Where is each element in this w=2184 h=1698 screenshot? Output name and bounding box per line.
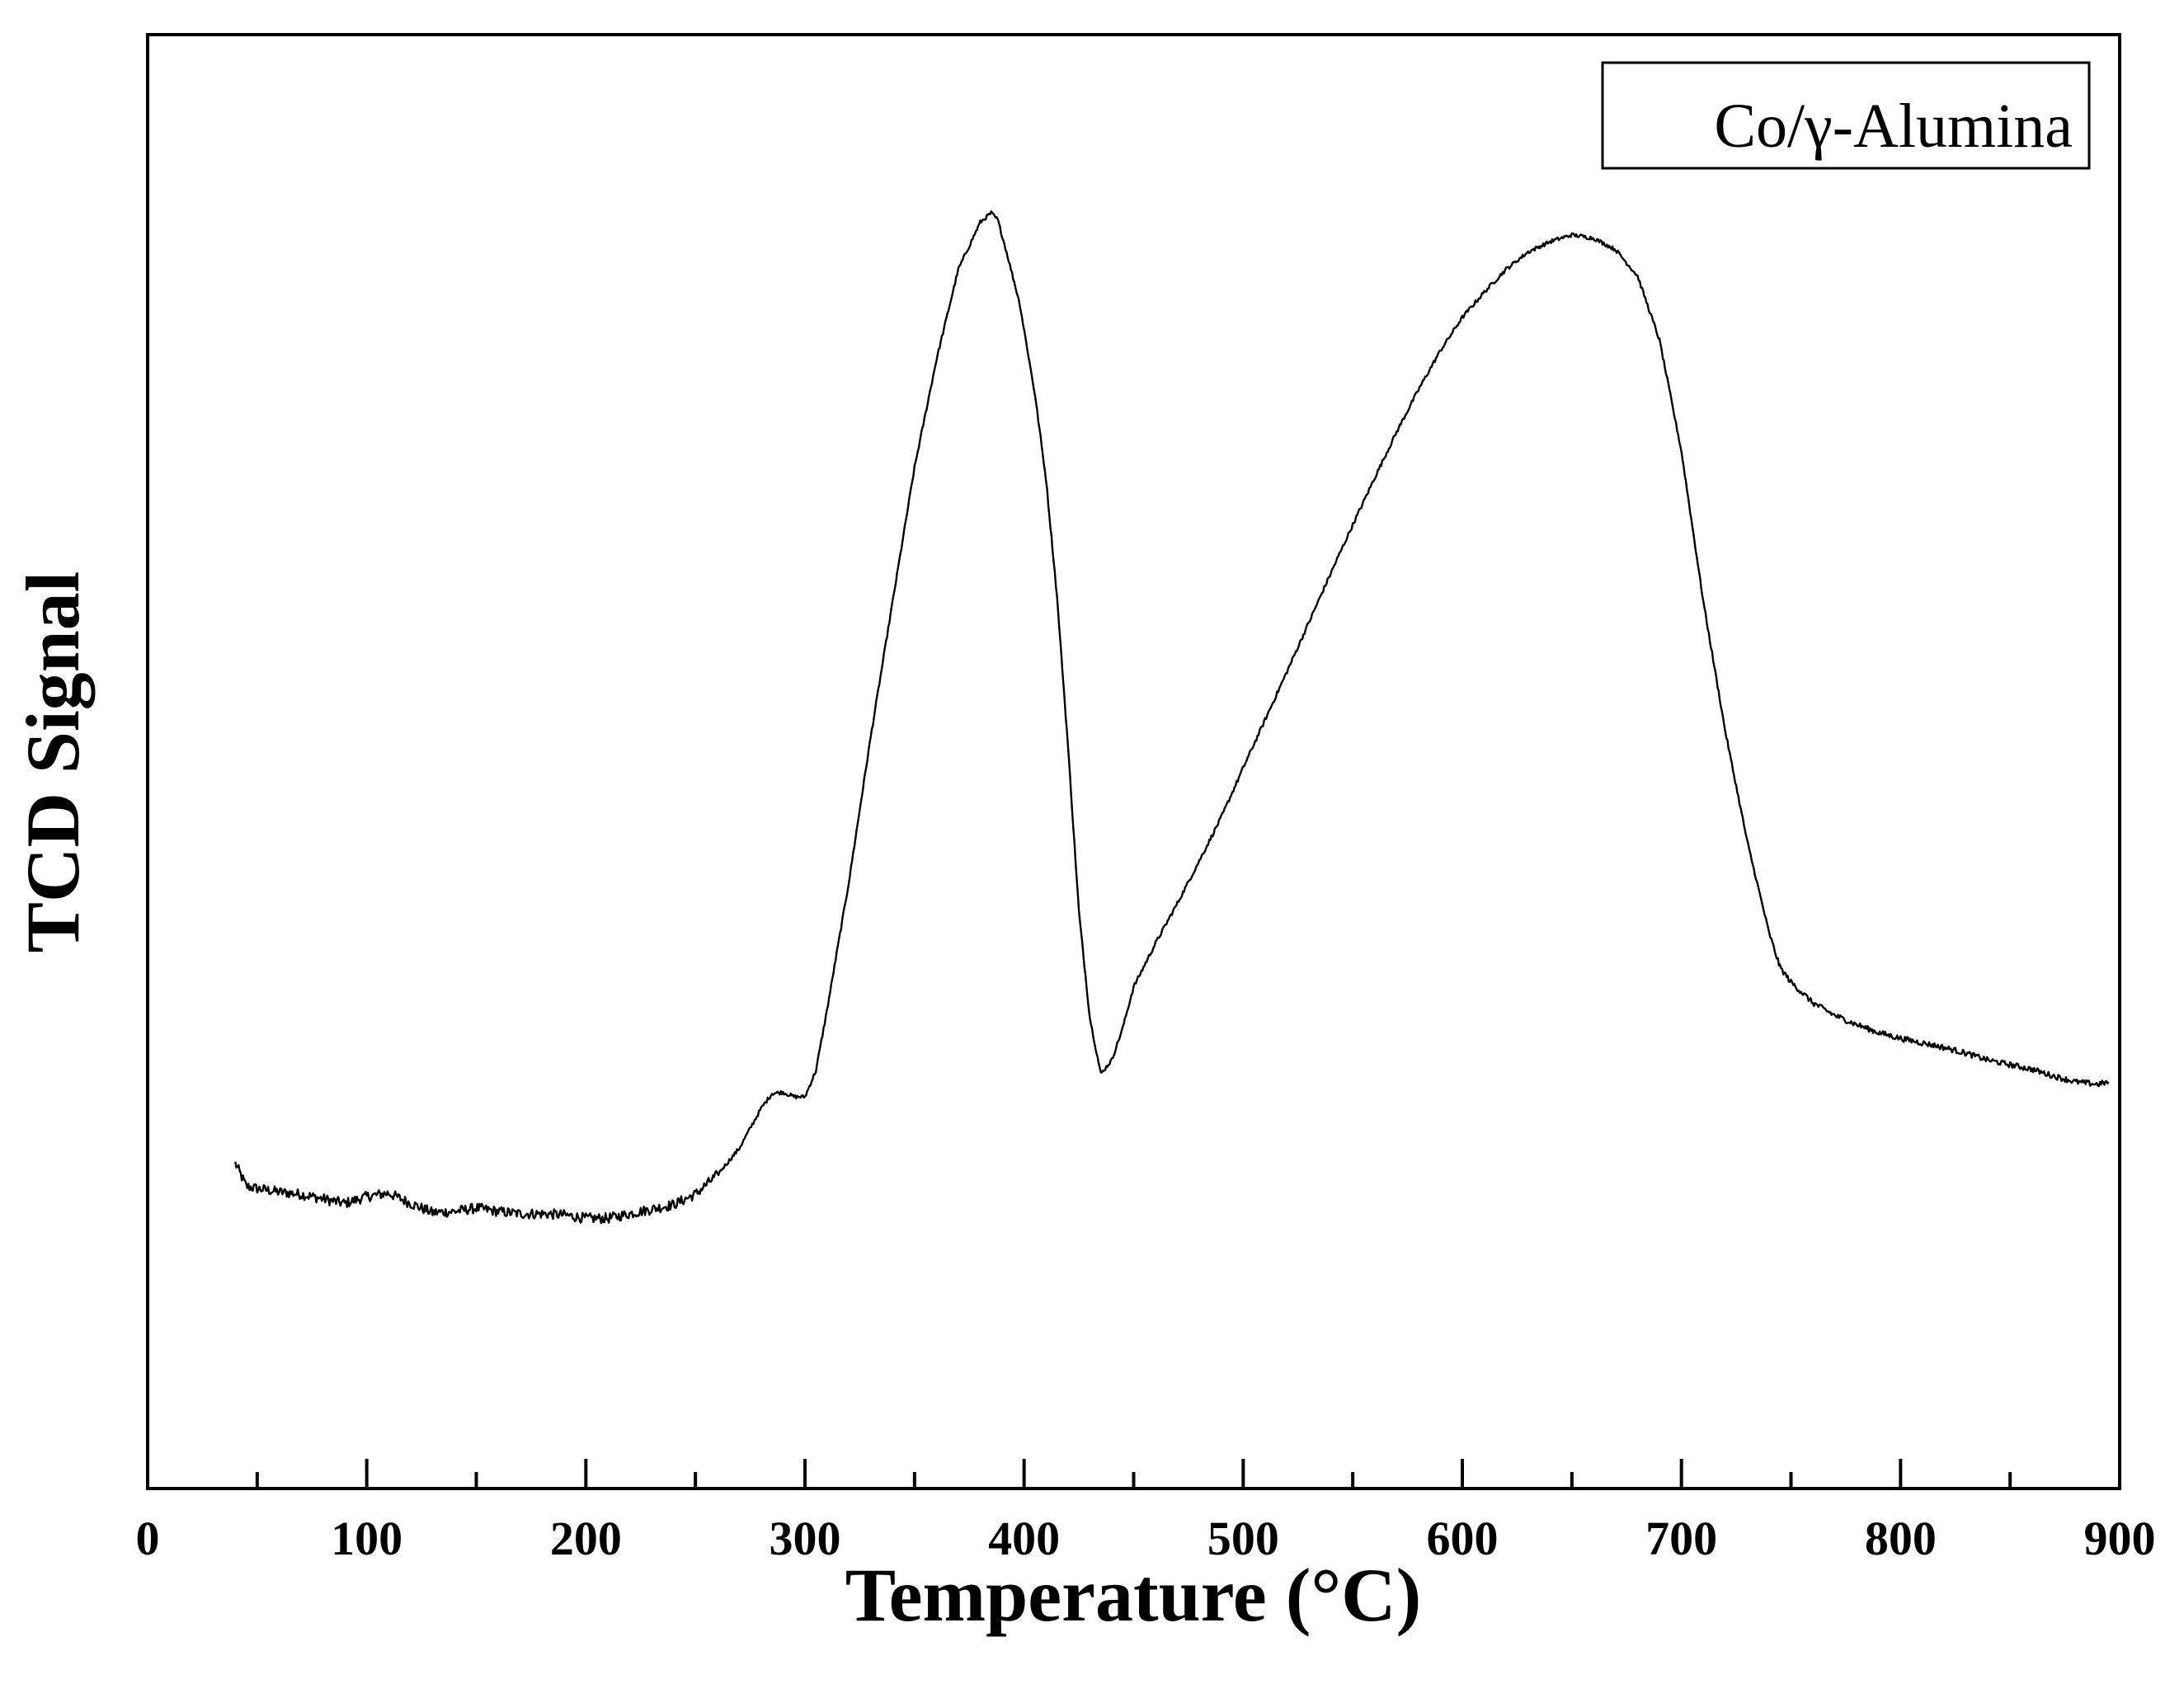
x-tick-label: 900 xyxy=(2084,1512,2156,1565)
x-axis-ticks xyxy=(146,1459,2121,1489)
y-axis-title: TCD Signal xyxy=(11,571,95,953)
x-tick-label: 300 xyxy=(770,1512,841,1565)
x-tick-label: 600 xyxy=(1427,1512,1499,1565)
x-tick-label: 400 xyxy=(988,1512,1060,1565)
x-tick-label: 500 xyxy=(1207,1512,1279,1565)
legend-entry: Co/γ-Alumina xyxy=(1714,92,2073,161)
x-axis-title: Temperature (°C) xyxy=(845,1553,1422,1637)
x-tick-label: 200 xyxy=(550,1512,622,1565)
legend-box xyxy=(1601,61,2091,170)
x-tick-label: 800 xyxy=(1865,1512,1937,1565)
x-tick-label: 100 xyxy=(331,1512,402,1565)
series-line-co-alumina xyxy=(234,210,2110,1225)
plot-frame xyxy=(146,33,2121,1490)
x-axis-tick-labels: 0 100 200 300 400 500 600 700 800 900 xyxy=(136,1512,2156,1565)
x-tick-label: 700 xyxy=(1645,1512,1717,1565)
x-tick-label: 0 xyxy=(136,1512,160,1565)
